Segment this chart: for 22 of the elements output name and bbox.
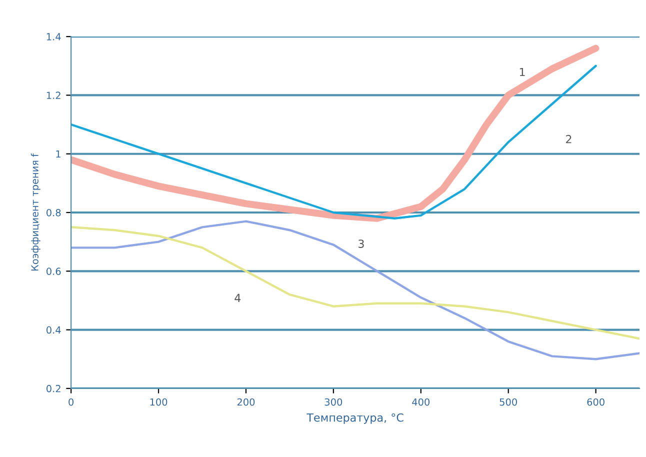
- y-tick-label: 1.2: [46, 92, 60, 99]
- x-tick-label: 500: [500, 398, 517, 406]
- series-label: 3: [358, 240, 364, 248]
- y-tick-label: 0.6: [46, 268, 61, 275]
- text: 4: [234, 294, 241, 302]
- x-tick-label: 600: [587, 398, 604, 406]
- line-series: [71, 220, 640, 360]
- y-tick-label: 0.4: [46, 326, 61, 334]
- y-tick-label: 0.2: [46, 384, 60, 392]
- x-tick-label: 400: [412, 398, 430, 406]
- x-tick-label: 300: [324, 398, 342, 406]
- y-tick-label: 1.4: [46, 33, 61, 40]
- text: 2: [566, 134, 572, 144]
- y-tick-label: 1: [56, 150, 60, 158]
- x-axis-title: Температура, °C: [306, 413, 404, 424]
- x-tick-label: 200: [237, 398, 255, 406]
- x-tick-label: 100: [150, 398, 168, 406]
- y-tick-label: 0.8: [46, 208, 61, 216]
- x-tick-label: 0: [68, 398, 74, 406]
- y-axis-title: Коэффициент трения f: [30, 153, 40, 271]
- series-label: 1: [520, 68, 525, 76]
- line-series: [71, 226, 640, 340]
